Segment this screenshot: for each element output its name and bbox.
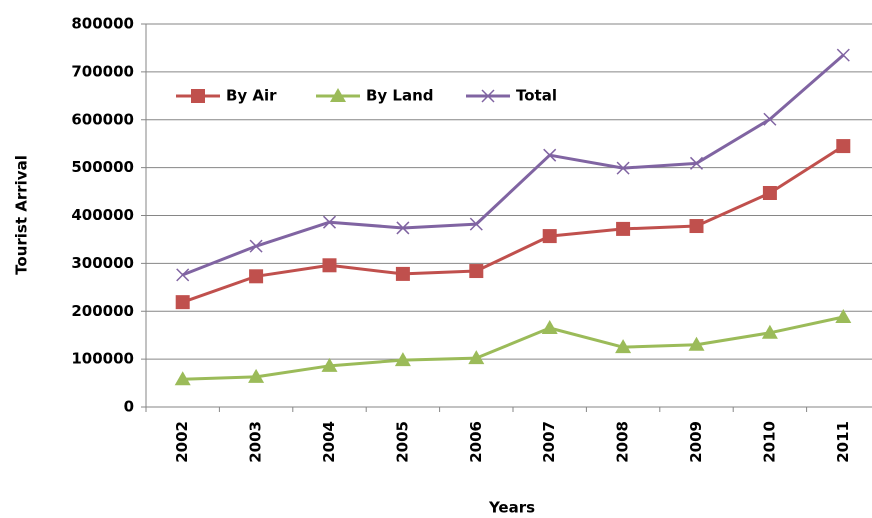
- data-point: [395, 266, 410, 281]
- data-point: [322, 215, 337, 229]
- legend-label: Total: [516, 87, 557, 105]
- data-point: [249, 239, 263, 253]
- data-point: [394, 352, 411, 367]
- x-axis-title: Years: [488, 499, 535, 517]
- data-point: [322, 258, 337, 273]
- y-tick-label: 400000: [71, 206, 134, 224]
- data-point: [615, 339, 632, 354]
- x-tick-label: 2005: [393, 421, 411, 463]
- data-point: [175, 295, 190, 310]
- legend-label: By Air: [226, 87, 277, 105]
- x-tick-label: 2004: [320, 421, 338, 463]
- x-tick-label: 2006: [467, 421, 485, 463]
- y-tick-label: 0: [124, 398, 134, 416]
- data-point: [836, 139, 851, 154]
- x-tick-label: 2007: [540, 421, 558, 463]
- series-line: [182, 53, 845, 277]
- data-point: [616, 221, 631, 236]
- data-point: [174, 371, 191, 386]
- data-point: [541, 320, 558, 335]
- y-tick-label: 800000: [71, 15, 134, 33]
- data-point: [689, 156, 704, 170]
- data-point: [836, 48, 850, 62]
- data-point: [835, 308, 852, 323]
- data-point: [616, 161, 630, 175]
- data-point: [762, 185, 777, 200]
- x-tick-label: 2003: [247, 421, 265, 463]
- data-point: [249, 269, 264, 284]
- data-point: [542, 229, 557, 244]
- data-point: [469, 264, 484, 279]
- x-tick-label: 2002: [173, 421, 191, 463]
- series-line: [182, 315, 844, 381]
- x-tick-label: 2010: [760, 421, 778, 463]
- x-tick-label: 2009: [687, 421, 705, 463]
- x-tick-label: 2011: [834, 421, 852, 463]
- y-tick-label: 700000: [71, 62, 134, 80]
- data-point: [469, 217, 483, 231]
- data-point: [688, 336, 705, 351]
- legend-label: By Land: [366, 87, 434, 105]
- legend-marker: [481, 89, 495, 103]
- legend-marker: [191, 89, 205, 103]
- data-point: [761, 324, 778, 339]
- y-tick-label: 300000: [71, 254, 134, 272]
- y-tick-label: 200000: [71, 302, 134, 320]
- x-tick-label: 2008: [614, 421, 632, 463]
- data-point: [176, 268, 190, 282]
- data-point: [468, 350, 485, 365]
- y-axis-title: Tourist Arrival: [13, 155, 31, 275]
- data-point: [396, 221, 410, 235]
- y-tick-label: 600000: [71, 110, 134, 128]
- y-tick-label: 500000: [71, 158, 134, 176]
- data-point: [543, 148, 557, 162]
- legend-marker: [330, 88, 346, 102]
- data-point: [321, 357, 338, 372]
- data-point: [763, 112, 777, 126]
- series-line: [182, 144, 845, 304]
- data-point: [248, 368, 265, 383]
- y-tick-label: 100000: [71, 350, 134, 368]
- data-point: [689, 219, 704, 234]
